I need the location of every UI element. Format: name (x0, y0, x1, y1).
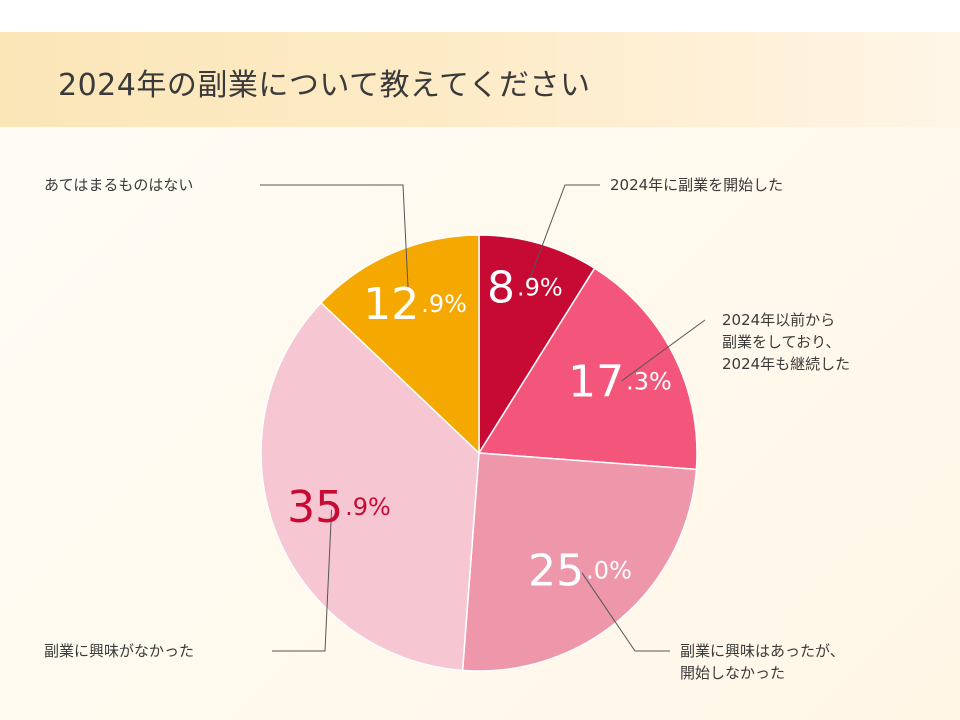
leader-line-3 (581, 572, 670, 652)
value-label-1: 8.9% (487, 262, 563, 313)
pie-slice-2 (477, 267, 698, 471)
leader-line-5 (260, 184, 409, 288)
leader-line-4 (272, 509, 333, 652)
category-labels: 2024年に副業を開始した 2024年以前から副業をしており、 2024年も継続した… (44, 176, 850, 682)
leader-lines (260, 184, 706, 652)
top-strip (0, 0, 960, 32)
pie-slice-1 (478, 234, 596, 456)
title-band (0, 32, 960, 127)
leader-line-1 (525, 184, 600, 288)
value-label-4: 35.9% (287, 481, 391, 532)
pie-slices (260, 234, 698, 672)
value-label-5: 12.9% (363, 279, 467, 330)
category-label-4: 副業に興味がなかった (44, 642, 194, 660)
category-label-3: 副業に興味はあったが、開始しなかった (680, 642, 845, 682)
category-label-1: 2024年に副業を開始した (610, 176, 783, 194)
pie-slice-4 (260, 301, 480, 672)
value-labels: 8.9%17.3% 25.0% 35.9% 12.9% (287, 262, 672, 596)
value-label-3: 25.0% (528, 545, 632, 596)
category-label-5: あてはまるものはない (44, 176, 193, 194)
category-label-2: 2024年以前から副業をしており、 2024年も継続した (722, 311, 850, 373)
pie-slice-3 (461, 452, 698, 672)
chart-title: 2024年の副業について教えてください (58, 68, 591, 103)
leader-line-2 (621, 319, 706, 382)
value-label-2: 17.3% (568, 356, 672, 407)
pie-slice-5 (319, 234, 480, 455)
